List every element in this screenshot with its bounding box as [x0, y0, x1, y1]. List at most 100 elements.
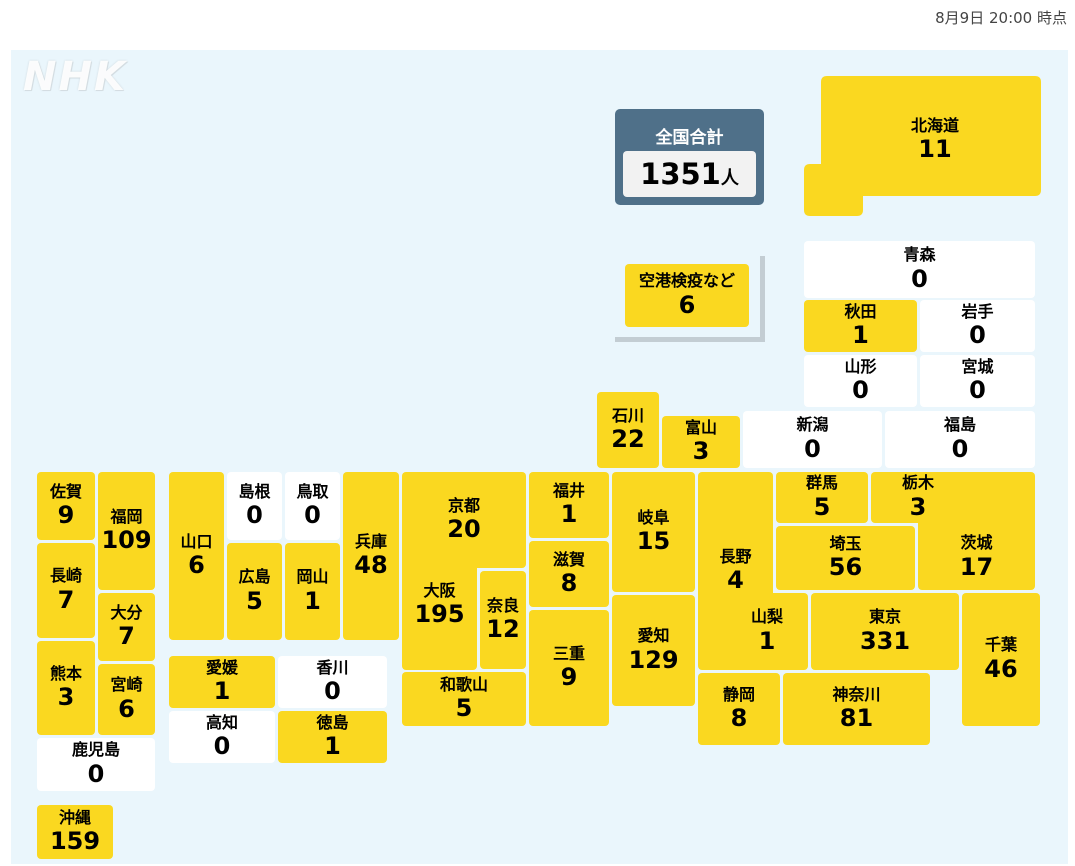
- pref-name: 高知: [205, 712, 238, 732]
- pref-count: 3: [692, 437, 710, 466]
- pref-kagawa[interactable]: 香川 0: [278, 656, 387, 708]
- pref-count: 0: [324, 677, 341, 706]
- national-total-value-box: 1351人: [623, 151, 756, 197]
- pref-miyagi[interactable]: 宮城 0: [920, 355, 1035, 407]
- pref-count: 81: [839, 704, 874, 733]
- pref-count: 3: [57, 683, 75, 712]
- pref-gifu[interactable]: 岐阜 15: [612, 472, 695, 592]
- pref-name: 広島: [238, 567, 271, 586]
- pref-tokushima[interactable]: 徳島 1: [278, 711, 387, 763]
- pref-akita[interactable]: 秋田 1: [804, 300, 917, 352]
- pref-count: 4: [727, 566, 744, 595]
- pref-count: 8: [730, 704, 748, 733]
- pref-name: 和歌山: [439, 674, 488, 694]
- pref-name: 北海道: [910, 115, 959, 135]
- pref-name: 三重: [552, 643, 585, 663]
- pref-count: 5: [455, 694, 473, 723]
- airport-quarantine-shadow: [615, 256, 765, 342]
- pref-aichi[interactable]: 愛知 129: [612, 595, 695, 706]
- pref-count: 46: [984, 654, 1018, 683]
- pref-miyazaki[interactable]: 宮崎 6: [98, 664, 155, 735]
- pref-okinawa[interactable]: 沖縄 159: [37, 805, 113, 859]
- pref-name: 山口: [180, 531, 213, 551]
- pref-kagoshima[interactable]: 鹿児島 0: [37, 738, 155, 791]
- pref-osaka[interactable]: 大阪 195: [402, 540, 477, 670]
- pref-yamanashi[interactable]: 山梨 1: [726, 593, 808, 670]
- pref-name: 鳥取: [296, 481, 329, 501]
- pref-yamaguchi[interactable]: 山口 6: [169, 472, 224, 640]
- national-total-label: 全国合計: [655, 128, 724, 148]
- pref-name: 岡山: [296, 567, 329, 586]
- pref-count: 0: [911, 264, 928, 293]
- pref-count: 56: [828, 553, 863, 582]
- pref-name: 長崎: [49, 566, 82, 585]
- pref-name: 熊本: [49, 663, 82, 683]
- pref-hokkaido[interactable]: 北海道 11: [880, 110, 990, 170]
- pref-ishikawa[interactable]: 石川 22: [597, 392, 659, 468]
- pref-saga[interactable]: 佐賀 9: [37, 472, 95, 540]
- pref-shimane[interactable]: 島根 0: [227, 472, 282, 540]
- pref-iwate[interactable]: 岩手 0: [920, 300, 1035, 352]
- pref-count: 159: [49, 827, 101, 856]
- pref-name: 大分: [110, 602, 143, 622]
- pref-toyama[interactable]: 富山 3: [662, 416, 740, 468]
- national-total-unit: 人: [720, 168, 739, 189]
- pref-name: 空港検疫など: [638, 271, 735, 290]
- pref-oita[interactable]: 大分 7: [98, 593, 155, 661]
- pref-fukuoka[interactable]: 福岡 109: [98, 472, 155, 590]
- pref-count: 17: [959, 552, 994, 581]
- pref-hyogo[interactable]: 兵庫 48: [343, 472, 399, 640]
- pref-nagasaki[interactable]: 長崎 7: [37, 543, 95, 638]
- pref-chiba[interactable]: 千葉 46: [962, 593, 1040, 726]
- pref-nara[interactable]: 奈良 12: [480, 571, 526, 669]
- pref-name: 青森: [903, 245, 936, 264]
- pref-shiga[interactable]: 滋賀 8: [529, 541, 609, 607]
- pref-airport[interactable]: 空港検疫など 6: [625, 264, 749, 327]
- pref-count: 1: [560, 500, 578, 529]
- pref-saitama[interactable]: 埼玉 56: [776, 526, 915, 590]
- pref-count: 1: [852, 321, 869, 350]
- pref-fukui[interactable]: 福井 1: [529, 472, 609, 538]
- nhk-logo: NHK: [23, 54, 127, 100]
- pref-count: 0: [804, 434, 821, 463]
- pref-name: 沖縄: [58, 807, 91, 827]
- pref-tokyo[interactable]: 東京 331: [811, 593, 959, 670]
- pref-ehime[interactable]: 愛媛 1: [169, 656, 275, 708]
- pref-niigata[interactable]: 新潟 0: [743, 411, 882, 468]
- pref-count: 48: [354, 551, 388, 580]
- pref-name: 神奈川: [832, 684, 881, 704]
- pref-count: 0: [852, 376, 869, 405]
- pref-wakayama[interactable]: 和歌山 5: [402, 672, 526, 726]
- pref-kanagawa[interactable]: 神奈川 81: [783, 673, 930, 745]
- pref-aomori[interactable]: 青森 0: [804, 241, 1035, 298]
- pref-name: 東京: [868, 607, 901, 626]
- pref-name: 愛知: [637, 626, 670, 645]
- pref-tochigi[interactable]: 栃木 3: [871, 472, 965, 523]
- pref-yamagata[interactable]: 山形 0: [804, 355, 917, 407]
- pref-count: 0: [951, 434, 969, 463]
- pref-fukushima[interactable]: 福島 0: [885, 411, 1035, 468]
- pref-count: 0: [304, 501, 321, 530]
- pref-name: 栃木: [901, 473, 934, 492]
- pref-count: 22: [611, 425, 645, 454]
- pref-name: 富山: [684, 417, 717, 437]
- pref-name: 福島: [943, 415, 976, 434]
- pref-mie[interactable]: 三重 9: [529, 610, 609, 726]
- pref-name: 岩手: [961, 301, 994, 321]
- pref-gunma[interactable]: 群馬 5: [776, 472, 868, 523]
- pref-count: 6: [188, 551, 205, 580]
- pref-name: 宮城: [961, 356, 994, 376]
- pref-okayama[interactable]: 岡山 1: [285, 543, 340, 640]
- pref-count: 0: [246, 501, 263, 530]
- pref-count: 9: [57, 501, 75, 530]
- pref-shizuoka[interactable]: 静岡 8: [698, 673, 780, 745]
- pref-kumamoto[interactable]: 熊本 3: [37, 641, 95, 735]
- pref-tottori[interactable]: 鳥取 0: [285, 472, 340, 540]
- pref-name: 宮崎: [110, 675, 143, 694]
- pref-hiroshima[interactable]: 広島 5: [227, 543, 282, 640]
- pref-count: 15: [636, 527, 671, 556]
- pref-count: 12: [486, 615, 520, 644]
- pref-count: 195: [414, 600, 465, 629]
- pref-name: 茨城: [960, 533, 993, 553]
- pref-kochi[interactable]: 高知 0: [169, 711, 275, 763]
